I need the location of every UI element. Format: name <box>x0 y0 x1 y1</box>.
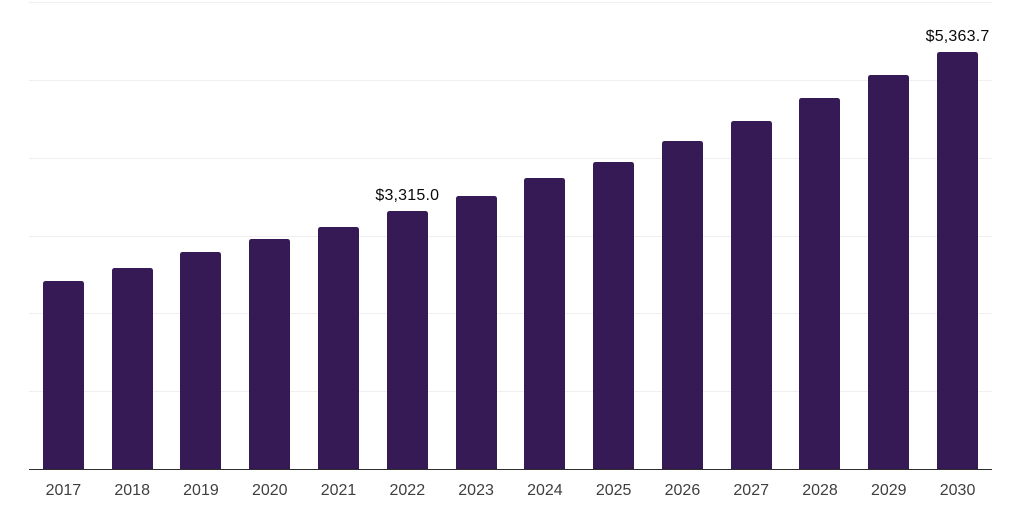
data-label-2030: $5,363.7 <box>925 27 990 45</box>
x-tick-2017: 2017 <box>45 482 82 499</box>
x-tick-2022: 2022 <box>389 482 426 499</box>
bar-2018 <box>111 268 153 469</box>
gridline-3000 <box>29 235 992 237</box>
gridlines <box>29 2 992 469</box>
x-tick-2021: 2021 <box>320 482 357 499</box>
bars: $3,315.0 $5,363.7 <box>29 2 992 469</box>
x-tick-2026: 2026 <box>664 482 701 499</box>
gridline-4000 <box>29 157 992 159</box>
bar-slot-2019 <box>167 2 236 469</box>
bar-2017 <box>42 281 84 469</box>
x-tick-2030: 2030 <box>939 482 976 499</box>
bar-slot-2030: $5,363.7 <box>923 2 992 469</box>
x-tick-2029: 2029 <box>870 482 907 499</box>
bar-slot-2022: $3,315.0 <box>373 2 442 469</box>
gridline-1000 <box>29 391 992 393</box>
bar-slot-2021 <box>304 2 373 469</box>
bar-2029 <box>868 75 910 469</box>
bar-slot-2024 <box>510 2 579 469</box>
bar-2025 <box>593 161 635 469</box>
bar-slot-2020 <box>235 2 304 469</box>
bar-2022 <box>386 210 428 469</box>
gridline-2000 <box>29 313 992 315</box>
x-tick-2020: 2020 <box>251 482 288 499</box>
x-tick-2027: 2027 <box>733 482 769 499</box>
bar-2028 <box>799 98 841 469</box>
bar-slot-2029 <box>854 2 923 469</box>
bar-slot-2026 <box>648 2 717 469</box>
bar-2021 <box>318 226 360 469</box>
x-tick-2024: 2024 <box>527 482 563 499</box>
bar-slot-2017 <box>29 2 98 469</box>
x-axis-labels: 2017 2018 2019 2020 2021 2022 2023 2024 2025 2026… <box>29 481 992 501</box>
data-label-2022: $3,315.0 <box>375 186 440 204</box>
bar-slot-2027 <box>717 2 786 469</box>
bar-2026 <box>661 140 703 469</box>
x-tick-2019: 2019 <box>183 482 219 499</box>
bar-2023 <box>455 195 497 469</box>
bar-slot-2025 <box>579 2 648 469</box>
x-tick-2025: 2025 <box>595 482 632 499</box>
bar-2024 <box>524 177 566 469</box>
bar-slot-2023 <box>442 2 511 469</box>
plot-area: $3,315.0 $5,363.7 <box>29 2 992 470</box>
bar-2020 <box>249 239 291 469</box>
x-tick-2023: 2023 <box>458 482 494 499</box>
bar-2027 <box>730 121 772 469</box>
gridline-5000 <box>29 79 992 81</box>
bar-2019 <box>180 251 222 469</box>
bar-2030 <box>937 51 979 469</box>
bar-slot-2028 <box>786 2 855 469</box>
x-tick-2028: 2028 <box>802 482 838 499</box>
gridline-6000 <box>29 2 992 3</box>
bar-slot-2018 <box>98 2 167 469</box>
x-tick-2018: 2018 <box>114 482 150 499</box>
